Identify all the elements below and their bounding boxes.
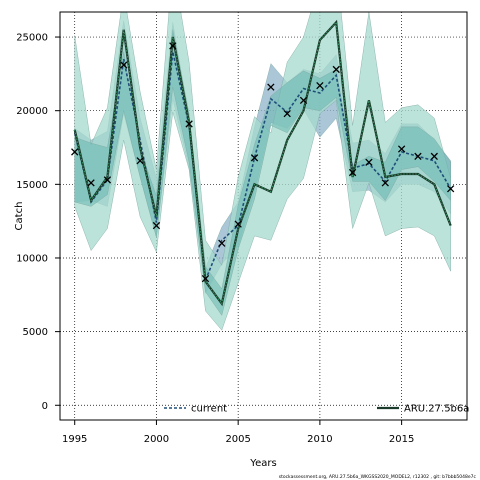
x-axis-title: Years [249, 458, 276, 469]
x-tick-label: 1995 [62, 434, 87, 445]
x-tick-label: 2015 [389, 434, 414, 445]
observed-point-stroke [169, 42, 177, 50]
observed-point [316, 81, 324, 90]
observed-point [381, 179, 389, 187]
observed-point-stroke [299, 96, 308, 105]
y-tick-label: 0 [42, 401, 48, 412]
observed-point [185, 120, 193, 128]
observed-point-stroke [103, 176, 112, 184]
observed-point-stroke [283, 109, 291, 118]
observed-point [446, 185, 455, 193]
x-tick-label: 2000 [144, 434, 169, 445]
observed-point-stroke [348, 168, 357, 177]
observed-point [348, 168, 357, 177]
legend-label-model: ARU.27.5b6a [404, 404, 469, 415]
observed-point [201, 274, 210, 283]
observed-point-stroke [397, 145, 406, 153]
y-tick-label: 15000 [16, 180, 48, 191]
legend-label-current: current [191, 404, 227, 415]
observed-point-stroke [201, 274, 210, 283]
plot-frame [59, 11, 468, 421]
observed-point [283, 109, 291, 118]
line-model-highlight [74, 21, 452, 305]
x-tick-label: 2005 [225, 434, 250, 445]
observed-point [71, 148, 79, 156]
x-tick-label: 2010 [307, 434, 332, 445]
observed-point [218, 239, 226, 247]
observed-point-stroke [120, 61, 128, 69]
observed-point-stroke [365, 158, 373, 166]
legend: current ARU.27.5b6a [164, 404, 469, 415]
observed-point [332, 65, 340, 74]
footer-note: stockassessment.org, ARU.27.5b6a_WKGSS20… [279, 474, 477, 480]
observed-points [71, 42, 455, 283]
observed-point [365, 158, 373, 166]
observed-point-stroke [136, 157, 144, 165]
observed-point [120, 61, 128, 69]
axis-ticks: 1995 2000 2005 2010 2015 0 5000 10000 15000 20000… [16, 33, 414, 445]
observed-point-stroke [250, 154, 259, 162]
observed-point [414, 152, 422, 161]
observed-point [152, 221, 161, 230]
observed-point-stroke [414, 152, 422, 161]
observed-point [87, 179, 95, 187]
observed-point [299, 96, 308, 105]
observed-point-stroke [332, 65, 340, 74]
observed-point-stroke [430, 152, 438, 161]
observed-point-stroke [185, 120, 193, 128]
observed-point [234, 220, 242, 228]
observed-point [397, 145, 406, 153]
observed-point-stroke [381, 179, 389, 187]
observed-point-stroke [267, 83, 275, 91]
series-lines [73, 19, 452, 307]
observed-point-stroke [316, 81, 324, 90]
observed-point [250, 154, 259, 162]
observed-point [169, 42, 177, 50]
observed-point [267, 83, 275, 91]
observed-point-stroke [446, 185, 455, 193]
observed-point [103, 176, 112, 184]
y-tick-label: 5000 [23, 327, 48, 338]
observed-point [430, 152, 438, 161]
y-tick-label: 25000 [16, 33, 48, 44]
band-model-inner [74, 29, 451, 316]
y-tick-label: 10000 [16, 253, 48, 264]
y-tick-label: 20000 [16, 106, 48, 117]
observed-point-stroke [71, 148, 79, 156]
observed-point [136, 157, 144, 165]
y-axis-title: Catch [14, 202, 25, 231]
observed-point-stroke [152, 221, 161, 230]
observed-point-stroke [218, 239, 226, 247]
observed-point-stroke [87, 179, 95, 187]
observed-point-stroke [234, 220, 242, 228]
